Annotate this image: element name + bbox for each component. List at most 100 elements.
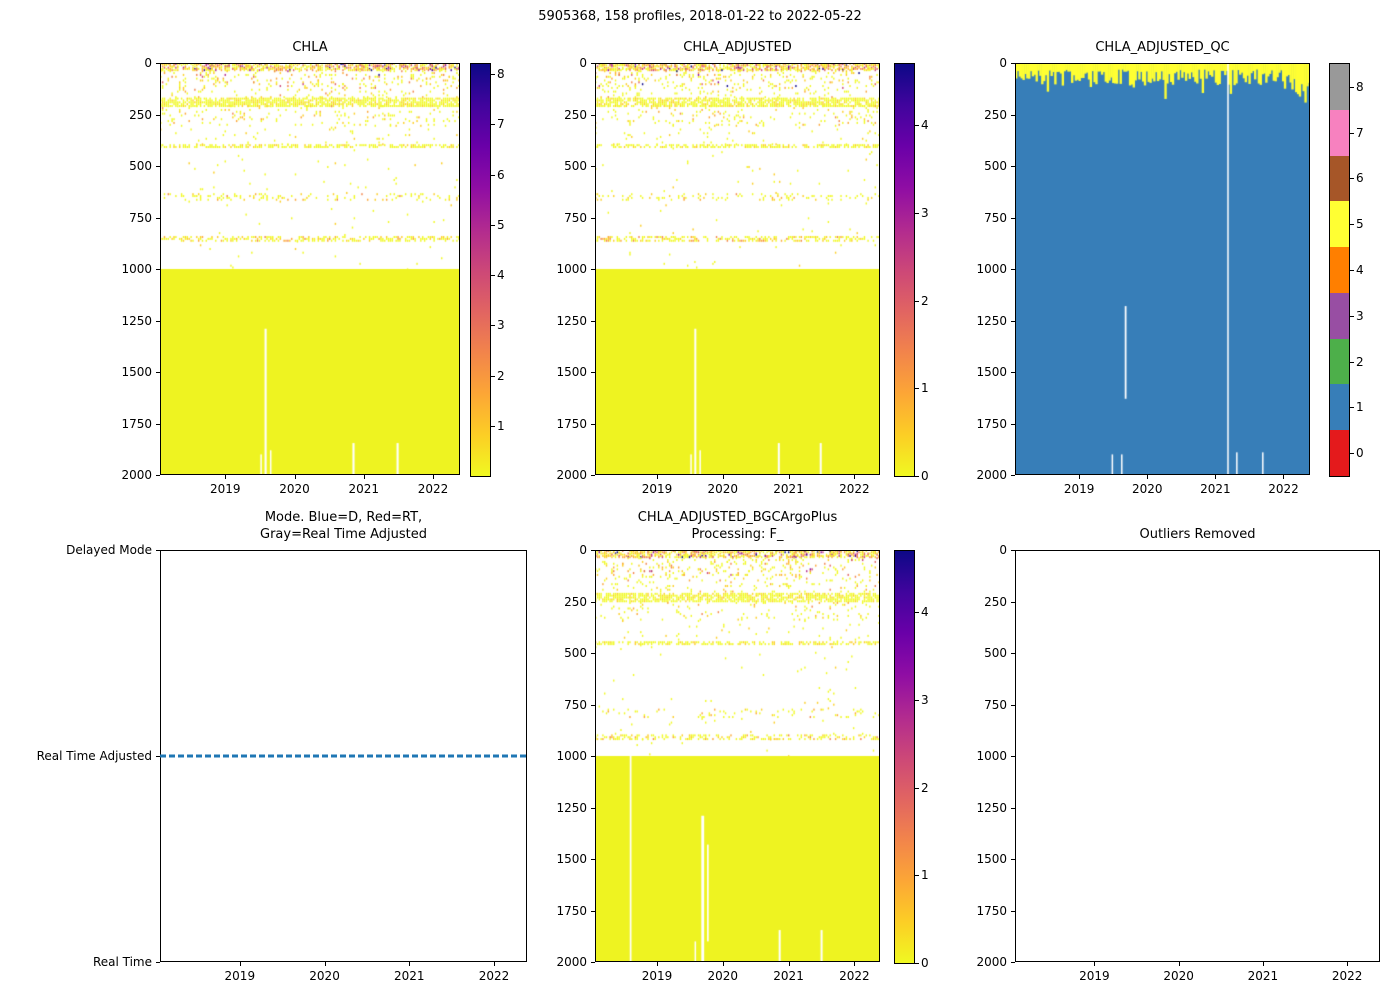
y-tick-mark (591, 756, 595, 757)
y-tick-mark (156, 217, 160, 219)
y-tick-label: 1750 (976, 416, 1007, 431)
colorbar-band (1330, 292, 1349, 339)
colorbar-tick-mark (1350, 224, 1354, 226)
subplot-chla-adjusted-qc: CHLA_ADJUSTED_QC 2019 2020 2021 2022 0 250 500… (976, 40, 1310, 496)
y-tick-label: 500 (984, 159, 1007, 173)
y-tick-mark (156, 166, 160, 167)
y-tick-mark (1011, 372, 1015, 373)
colorbar-gradient (471, 64, 490, 476)
colorbar-tick-mark (491, 275, 495, 277)
y-tick-label: 0 (999, 543, 1007, 557)
colorbar-tick-label: 3 (497, 318, 505, 333)
x-tick-label: 2022 (839, 482, 870, 496)
x-tick-mark (788, 962, 790, 966)
y-tick-label: 1500 (976, 852, 1007, 866)
y-tick-label: 1000 (556, 262, 587, 276)
colorbar-tick-mark (491, 325, 495, 327)
x-tick-mark (324, 962, 326, 966)
y-tick-label: 0 (999, 56, 1007, 70)
y-tick-mark (156, 962, 160, 963)
colorbar-tick-mark (1350, 361, 1354, 363)
colorbar-tick-mark (915, 963, 919, 964)
y-tick-mark (591, 372, 595, 373)
y-tick-mark (156, 372, 160, 373)
x-tick-label: 2019 (641, 969, 673, 983)
figure-title: 5905368, 158 profiles, 2018-01-22 to 202… (538, 9, 862, 24)
y-tick-mark (156, 550, 160, 551)
subplot-bgc-title: CHLA_ADJUSTED_BGCArgoPlus Processing: F_ (637, 510, 838, 543)
chla-adjusted-colorbar: 0 1 2 3 4 (894, 63, 929, 483)
y-tick-label: 1500 (556, 852, 587, 866)
x-tick-mark (1283, 475, 1285, 479)
y-tick-mark (591, 807, 595, 809)
y-tick-label: 0 (579, 56, 587, 70)
x-tick-mark (722, 962, 724, 966)
chla-adjusted-heatmap-canvas (595, 63, 880, 475)
y-tick-label: 1750 (556, 903, 587, 918)
y-tick-label: Delayed Mode (66, 543, 152, 557)
colorbar-tick-label: 2 (921, 293, 929, 308)
y-tick-label: 2000 (976, 468, 1007, 482)
colorbar-band (1330, 201, 1349, 248)
y-tick-mark (591, 63, 595, 64)
y-tick-label: 750 (984, 210, 1007, 225)
y-tick-label: 2000 (121, 468, 152, 482)
y-tick-mark (1011, 910, 1015, 912)
y-tick-mark (591, 269, 595, 270)
y-tick-mark (591, 320, 595, 322)
colorbar-tick-mark (1350, 315, 1354, 317)
x-tick-label: 2019 (1063, 482, 1095, 496)
y-tick-label: 750 (984, 697, 1007, 712)
x-tick-mark (656, 475, 658, 479)
y-tick-mark (1011, 217, 1015, 219)
colorbar-tick-label: 3 (921, 206, 929, 221)
x-tick-mark (854, 475, 856, 479)
y-tick-label: 250 (564, 107, 587, 122)
x-tick-label: 2019 (1079, 969, 1110, 983)
colorbar-tick-label: 5 (497, 217, 505, 232)
colorbar-tick-mark (491, 174, 495, 176)
colorbar-tick-mark (491, 375, 495, 377)
colorbar-tick-mark (915, 787, 919, 789)
y-tick-mark (156, 756, 160, 757)
y-tick-label: 1000 (121, 262, 152, 276)
x-tick-mark (1178, 962, 1180, 966)
x-tick-mark (1147, 475, 1149, 479)
colorbar-tick-mark (1350, 270, 1354, 271)
y-tick-mark (156, 423, 160, 425)
colorbar-tick-mark (915, 388, 919, 390)
y-tick-mark (156, 475, 160, 476)
chla-heatmap-canvas (160, 63, 460, 475)
colorbar-gradient (895, 64, 914, 476)
y-tick-mark (1011, 962, 1015, 963)
y-tick-label: 500 (564, 646, 587, 660)
colorbar-tick-label: 4 (921, 605, 929, 620)
x-tick-mark (363, 475, 365, 479)
y-tick-label: 1250 (976, 313, 1007, 328)
colorbar-tick-mark (1350, 453, 1354, 455)
subplot-chla-title: CHLA (292, 40, 328, 56)
x-tick-label: 2022 (478, 969, 510, 983)
colorbar-tick-mark (915, 300, 919, 302)
y-tick-label: 1500 (556, 365, 587, 379)
colorbar-tick-label: 5 (1356, 217, 1364, 232)
y-tick-label: 1750 (121, 416, 152, 431)
colorbar-tick-label: 1 (497, 418, 505, 433)
colorbar-tick-mark (1350, 407, 1354, 409)
x-tick-label: 2020 (1131, 482, 1163, 496)
colorbar-tick-label: 0 (1356, 446, 1364, 461)
colorbar-band (1330, 155, 1349, 202)
y-tick-label: Real Time Adjusted (36, 749, 152, 763)
colorbar-tick-label: 3 (921, 693, 929, 708)
y-tick-mark (591, 475, 595, 476)
subplot-bgcargoplus: CHLA_ADJUSTED_BGCArgoPlus Processing: F_… (556, 510, 880, 983)
y-tick-label: 1000 (976, 749, 1007, 763)
x-tick-mark (1215, 475, 1217, 479)
y-tick-mark (591, 601, 595, 603)
y-tick-mark (156, 269, 160, 270)
x-tick-label: 2020 (1163, 969, 1194, 983)
mode-status-line (160, 754, 527, 758)
colorbar-band (1330, 64, 1349, 110)
colorbar-tick-mark (915, 476, 919, 477)
qc-heatmap-canvas (1015, 63, 1310, 475)
